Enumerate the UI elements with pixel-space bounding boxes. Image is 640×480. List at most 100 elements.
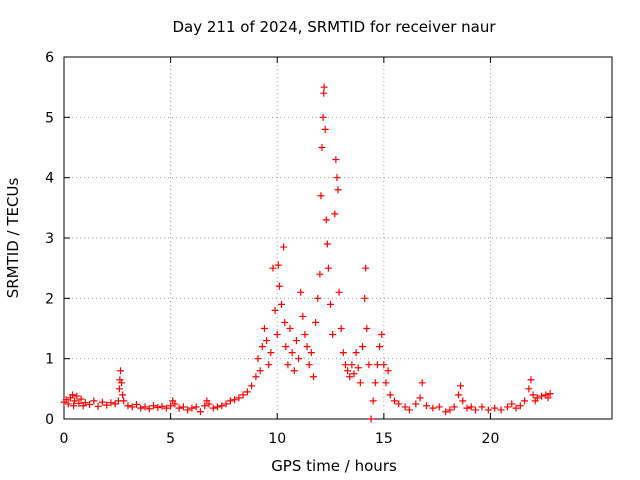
data-point	[162, 404, 170, 412]
data-point	[205, 400, 213, 408]
data-point	[231, 396, 239, 404]
y-tick-label: 4	[45, 171, 54, 187]
data-point	[226, 397, 234, 405]
data-point	[290, 367, 298, 375]
data-point	[141, 403, 149, 411]
data-point	[405, 406, 413, 414]
data-point	[332, 156, 340, 164]
data-point	[317, 192, 325, 200]
data-point	[286, 325, 294, 332]
data-point	[354, 364, 362, 372]
data-point	[118, 379, 126, 387]
data-point	[335, 288, 343, 296]
data-point	[350, 370, 358, 378]
data-point	[384, 367, 392, 375]
x-tick-label: 0	[60, 431, 69, 447]
data-point	[301, 331, 309, 339]
grid-layer	[64, 57, 612, 419]
data-point	[395, 400, 403, 408]
data-point	[497, 406, 505, 414]
data-point	[341, 361, 349, 369]
data-point	[459, 397, 467, 405]
data-point	[331, 210, 339, 218]
data-point	[281, 318, 289, 326]
data-point	[71, 397, 79, 405]
data-point	[265, 361, 273, 369]
data-point	[243, 388, 251, 396]
y-tick-label: 2	[45, 291, 54, 307]
data-point	[184, 406, 192, 414]
data-point	[339, 349, 347, 357]
data-point	[418, 379, 426, 387]
data-point	[472, 406, 480, 414]
data-point	[120, 397, 128, 405]
y-tick-label: 3	[45, 231, 54, 247]
data-point	[362, 264, 370, 272]
data-point	[316, 270, 324, 278]
data-point	[344, 367, 352, 375]
data-point	[309, 373, 317, 381]
data-point	[305, 361, 313, 369]
data-point	[154, 404, 162, 412]
data-point	[484, 406, 492, 414]
data-point	[391, 397, 399, 405]
plot-frame	[63, 56, 613, 420]
data-point	[324, 264, 332, 272]
data-point	[117, 367, 125, 375]
data-point	[280, 243, 288, 251]
data-point	[75, 399, 83, 407]
data-point	[81, 399, 89, 407]
data-point	[90, 397, 98, 405]
data-point	[303, 343, 311, 351]
data-point	[158, 402, 166, 410]
data-point	[450, 403, 458, 411]
axes-layer: 0 5 10 15 20 0 1 2 3 4 5 6	[45, 50, 613, 447]
data-point	[525, 385, 533, 393]
data-point	[334, 186, 342, 194]
data-point	[273, 331, 281, 339]
data-point	[416, 394, 424, 402]
data-point	[319, 113, 327, 121]
data-point	[467, 403, 475, 411]
data-point	[288, 349, 296, 357]
data-point	[269, 264, 277, 272]
data-point	[546, 390, 554, 398]
data-point	[171, 400, 179, 408]
data-point	[322, 216, 330, 224]
data-point	[463, 404, 471, 412]
data-point	[267, 349, 275, 357]
data-point	[124, 402, 132, 410]
data-point	[252, 373, 260, 381]
data-point	[275, 282, 283, 290]
chart-title: Day 211 of 2024, SRMTID for receiver nau…	[172, 18, 496, 36]
data-point	[179, 403, 187, 411]
data-point	[277, 300, 285, 308]
data-point	[222, 400, 230, 408]
data-point	[333, 174, 341, 182]
data-point	[529, 391, 537, 399]
data-point	[363, 325, 371, 332]
data-point	[128, 403, 136, 411]
data-point	[321, 125, 329, 133]
data-point	[111, 400, 119, 408]
data-point	[382, 379, 390, 387]
data-point	[86, 401, 94, 409]
data-point	[327, 300, 335, 308]
data-point	[196, 408, 204, 416]
data-point	[429, 404, 437, 412]
data-point	[258, 343, 266, 351]
data-point	[373, 361, 381, 369]
data-point	[271, 306, 279, 314]
data-point	[218, 402, 226, 410]
data-point	[544, 394, 552, 402]
data-point	[115, 385, 123, 393]
data-point	[64, 400, 72, 408]
data-point	[284, 361, 292, 369]
data-point	[491, 404, 499, 412]
data-point	[209, 404, 217, 412]
data-point	[320, 89, 328, 97]
data-point	[365, 361, 373, 369]
data-point	[119, 391, 127, 399]
data-point	[329, 331, 337, 339]
